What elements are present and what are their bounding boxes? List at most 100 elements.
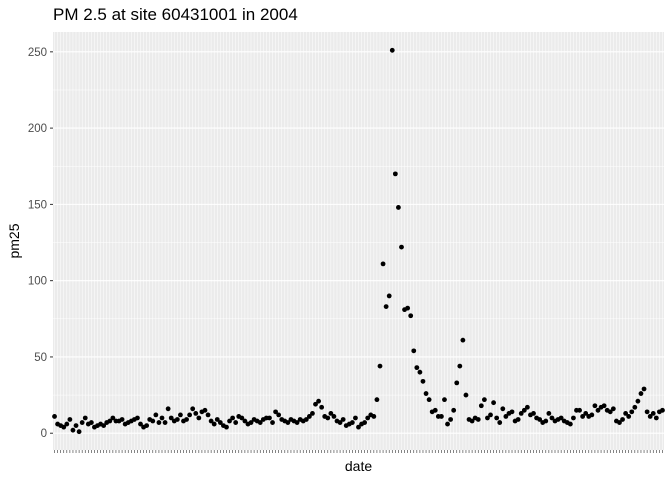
data-point <box>76 429 82 435</box>
data-point <box>463 392 469 398</box>
data-point <box>531 410 536 416</box>
data-point <box>509 409 515 415</box>
data-point <box>660 407 665 413</box>
data-point <box>328 410 334 416</box>
data-point <box>635 398 641 404</box>
data-point <box>227 418 232 424</box>
data-point <box>583 410 589 416</box>
y-axis-title: pm25 <box>6 223 22 258</box>
data-point <box>135 415 140 421</box>
data-point <box>420 378 426 384</box>
data-point <box>82 415 88 421</box>
data-point <box>144 423 150 428</box>
data-point <box>325 415 331 421</box>
data-point <box>233 420 239 425</box>
data-point <box>224 424 229 430</box>
y-axis-tick-labels: 0 50 100 150 200 250 <box>28 47 47 440</box>
data-point <box>331 414 337 419</box>
data-point <box>442 397 447 403</box>
data-point <box>70 427 76 433</box>
data-point <box>316 398 321 404</box>
data-point <box>653 415 659 421</box>
data-point <box>371 414 377 419</box>
data-point <box>202 407 208 413</box>
data-point <box>101 423 107 428</box>
y-tick-label: 50 <box>34 352 47 364</box>
data-point <box>641 386 647 392</box>
data-point <box>650 410 656 416</box>
data-point <box>426 397 432 403</box>
data-point <box>623 410 629 416</box>
data-point <box>239 415 245 421</box>
data-point <box>67 417 73 422</box>
data-point <box>337 420 343 425</box>
data-point <box>285 420 291 425</box>
data-point <box>414 365 420 371</box>
data-point <box>457 363 463 369</box>
data-point <box>503 414 509 419</box>
data-point <box>383 304 389 309</box>
data-point <box>644 409 650 415</box>
data-point <box>543 418 549 424</box>
data-point <box>193 410 199 416</box>
data-point <box>396 205 401 210</box>
data-point <box>491 400 496 406</box>
y-tick-label: 0 <box>41 428 47 440</box>
data-point <box>601 403 607 409</box>
data-point <box>521 407 527 413</box>
chart-title: PM 2.5 at site 60431001 in 2004 <box>53 5 298 24</box>
data-point <box>214 417 220 422</box>
data-point <box>377 363 383 369</box>
data-point <box>445 421 450 427</box>
data-point <box>478 403 484 409</box>
data-point <box>270 420 275 425</box>
data-point <box>73 423 79 428</box>
data-point <box>558 415 564 421</box>
data-point <box>647 414 653 419</box>
data-point <box>629 409 635 415</box>
data-point <box>267 415 272 421</box>
data-point <box>174 417 180 422</box>
data-point <box>392 171 398 177</box>
data-point <box>110 415 116 421</box>
data-point <box>389 47 395 53</box>
data-point <box>138 421 143 427</box>
data-point <box>524 404 530 410</box>
data-point <box>365 415 371 421</box>
data-point <box>417 369 423 375</box>
data-point <box>303 417 309 422</box>
data-point <box>79 420 85 425</box>
data-point <box>571 415 576 421</box>
data-point <box>549 415 555 421</box>
data-point <box>617 420 622 425</box>
data-point <box>362 420 368 425</box>
data-point <box>494 415 500 421</box>
data-point <box>386 293 392 299</box>
data-point <box>423 391 429 396</box>
x-axis-title: date <box>345 458 372 474</box>
data-points <box>52 47 665 435</box>
data-point <box>546 410 552 416</box>
data-point <box>178 412 183 418</box>
data-point <box>313 401 318 407</box>
data-point <box>451 407 457 413</box>
data-point <box>242 418 248 424</box>
data-point <box>408 313 414 319</box>
data-point <box>273 409 279 415</box>
data-point <box>460 337 466 343</box>
data-point <box>276 412 282 418</box>
data-point <box>88 420 94 425</box>
data-point <box>620 417 625 422</box>
data-point <box>294 420 300 425</box>
data-point <box>107 418 113 424</box>
data-point <box>150 418 156 424</box>
data-point <box>356 424 361 430</box>
data-point <box>61 424 67 430</box>
data-point <box>319 404 325 410</box>
data-point <box>537 417 543 422</box>
data-point <box>589 412 595 418</box>
data-point <box>592 403 598 409</box>
data-point <box>485 415 490 421</box>
data-point <box>469 418 475 424</box>
data-point <box>518 410 524 416</box>
